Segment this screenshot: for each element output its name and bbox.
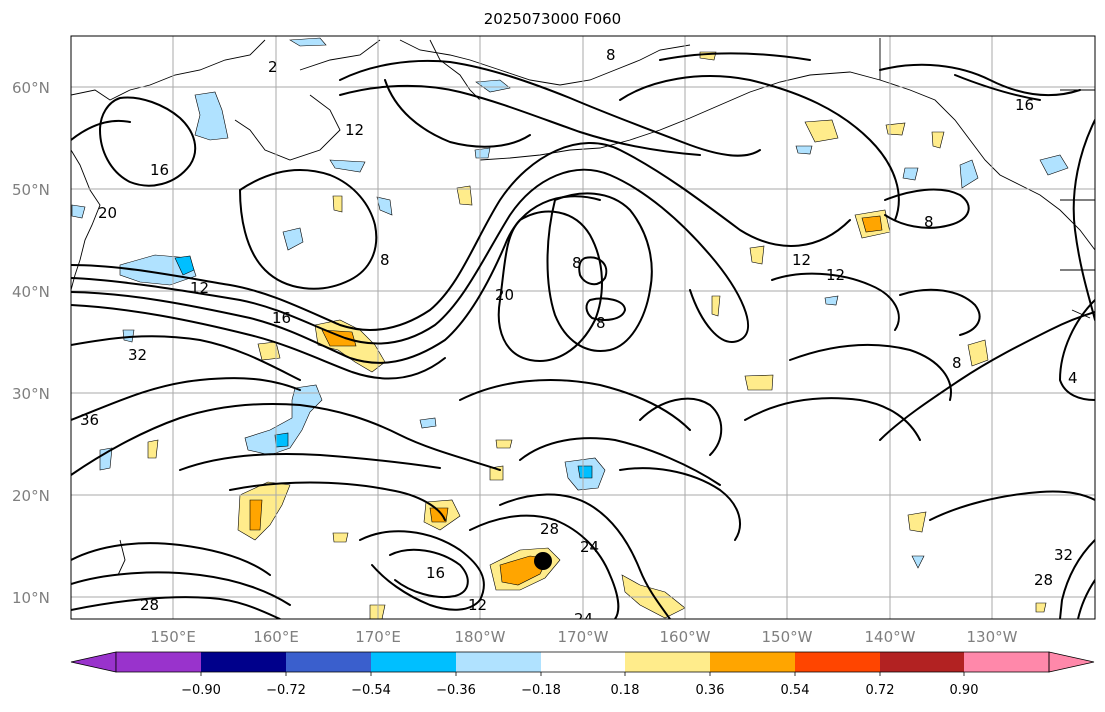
colorbar-segment xyxy=(625,652,710,672)
lon-label: 170°E xyxy=(355,628,401,646)
contour-label: 12 xyxy=(826,266,845,284)
lat-label: 20°N xyxy=(12,487,50,505)
contour-label: 16 xyxy=(150,161,169,179)
map-content: 2 8 16 20 12 8 16 32 36 20 8 8 12 12 8 8… xyxy=(71,36,1095,628)
colorbar-tick-label: 0.54 xyxy=(781,683,810,698)
contour-lines xyxy=(71,52,1095,619)
contour-label-group: 2 8 16 20 12 8 16 32 36 20 8 8 12 12 8 8… xyxy=(80,46,1078,628)
colorbar-segment xyxy=(371,652,456,672)
lat-label: 50°N xyxy=(12,181,50,199)
lat-label: 10°N xyxy=(12,589,50,607)
colorbar-extend-left xyxy=(70,651,117,673)
colorbar-segment xyxy=(795,652,880,672)
colorbar-tick-label: 0.72 xyxy=(866,683,895,698)
plot-title: 2025073000 F060 xyxy=(483,10,622,28)
contour-label: 8 xyxy=(924,213,934,231)
longitude-labels: 150°E 160°E 170°E 180°W 170°W 160°W 150°… xyxy=(150,628,1017,646)
lon-label: 160°W xyxy=(660,628,711,646)
colorbar-tick-label: −0.90 xyxy=(181,683,221,698)
contour-label: 20 xyxy=(495,286,514,304)
colorbar-ticks xyxy=(200,672,965,676)
lon-label: 160°E xyxy=(253,628,299,646)
contour-label: 2 xyxy=(268,58,278,76)
colorbar-tick-label: −0.18 xyxy=(521,683,561,698)
contour-label: 16 xyxy=(272,309,291,327)
colorbar-segment xyxy=(201,652,286,672)
colorbar-tick-label: −0.72 xyxy=(266,683,306,698)
contour-label: 28 xyxy=(540,520,559,538)
contour-label: 24 xyxy=(574,610,593,628)
contour-label: 28 xyxy=(140,596,159,614)
colorbar-segment xyxy=(541,652,625,672)
contour-label: 16 xyxy=(1015,96,1034,114)
contour-label: 32 xyxy=(128,346,147,364)
lon-label: 180°W xyxy=(455,628,506,646)
colorbar-tick-label: 0.90 xyxy=(950,683,979,698)
lon-label: 140°W xyxy=(865,628,916,646)
lon-label: 170°W xyxy=(558,628,609,646)
contour-label: 20 xyxy=(98,204,117,222)
map-frame xyxy=(70,35,1096,620)
contour-label: 28 xyxy=(1034,571,1053,589)
lon-label: 130°W xyxy=(967,628,1018,646)
contour-label: 8 xyxy=(952,354,962,372)
lat-label: 40°N xyxy=(12,283,50,301)
lon-label: 150°W xyxy=(762,628,813,646)
colorbar-segment xyxy=(286,652,371,672)
contour-label: 16 xyxy=(426,564,445,582)
contour-label: 8 xyxy=(572,254,582,272)
contour-label: 12 xyxy=(792,251,811,269)
colorbar-tick-label: 0.18 xyxy=(611,683,640,698)
storm-center-marker xyxy=(534,552,552,570)
colorbar-tick-label: −0.36 xyxy=(436,683,476,698)
colorbar-tick-label: 0.36 xyxy=(696,683,725,698)
colorbar-tick-label: −0.54 xyxy=(351,683,391,698)
contour-label: 12 xyxy=(190,279,209,297)
colorbar-segment xyxy=(456,652,541,672)
contour-label: 12 xyxy=(345,121,364,139)
contour-label: 36 xyxy=(80,411,99,429)
colorbar-segment xyxy=(964,652,1049,672)
colorbar-extend-right xyxy=(1048,651,1095,673)
colorbar-segment xyxy=(116,652,201,672)
latitude-labels: 60°N 50°N 40°N 30°N 20°N 10°N xyxy=(12,79,50,607)
contour-label: 12 xyxy=(468,596,487,614)
contour-label: 8 xyxy=(606,46,616,64)
lat-label: 60°N xyxy=(12,79,50,97)
contour-label: 8 xyxy=(596,314,606,332)
lon-label: 150°E xyxy=(150,628,196,646)
colorbar-segment xyxy=(880,652,964,672)
contour-label: 32 xyxy=(1054,546,1073,564)
lat-label: 30°N xyxy=(12,385,50,403)
contour-label: 8 xyxy=(380,251,390,269)
contour-label: 24 xyxy=(580,538,599,556)
colorbar: −0.90 −0.72 −0.54 −0.36 −0.18 0.18 0.36 … xyxy=(70,651,1095,698)
contour-label: 4 xyxy=(1068,369,1078,387)
colorbar-segment xyxy=(710,652,795,672)
